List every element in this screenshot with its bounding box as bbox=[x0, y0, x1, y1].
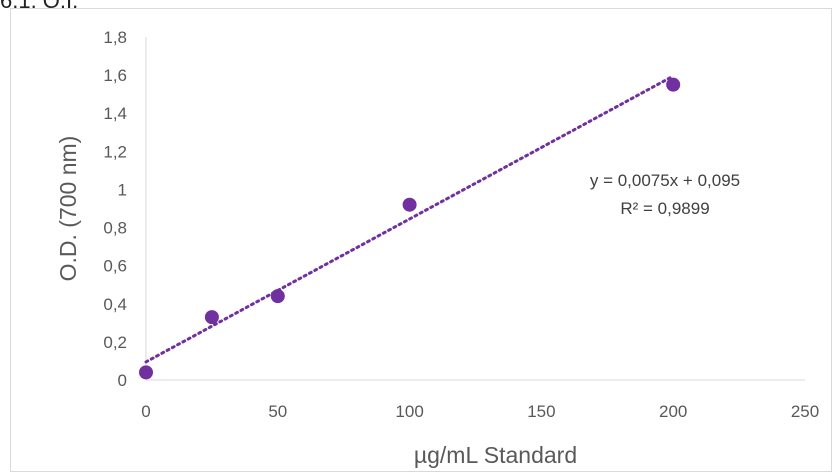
data-point bbox=[666, 77, 681, 92]
r-squared-label: R² = 0,9899 bbox=[620, 199, 709, 218]
y-tick-labels: 0 0,2 0,4 0,6 0,8 1 1,2 1,4 1,6 1,8 bbox=[103, 28, 127, 390]
x-axis-title: µg/mL Standard bbox=[414, 442, 577, 468]
x-tick-label: 100 bbox=[395, 402, 423, 421]
x-tick-label: 50 bbox=[268, 402, 287, 421]
data-points bbox=[139, 77, 681, 380]
y-axis-title: O.D. (700 nm) bbox=[55, 136, 81, 282]
chart-area bbox=[10, 8, 832, 472]
data-point bbox=[402, 197, 417, 212]
y-tick-label: 0,2 bbox=[103, 333, 127, 352]
y-tick-label: 1,2 bbox=[103, 142, 127, 161]
y-tick-label: 0,6 bbox=[103, 257, 127, 276]
x-tick-label: 0 bbox=[141, 402, 150, 421]
y-tick-label: 1,6 bbox=[103, 66, 127, 85]
trendline-equation: y = 0,0075x + 0,095 bbox=[590, 171, 740, 190]
data-point bbox=[204, 310, 219, 325]
y-tick-label: 1,8 bbox=[103, 28, 127, 47]
data-point bbox=[270, 289, 285, 304]
x-tick-label: 150 bbox=[527, 402, 555, 421]
x-tick-label: 200 bbox=[659, 402, 687, 421]
y-tick-label: 0 bbox=[118, 371, 127, 390]
data-point bbox=[139, 365, 153, 380]
y-tick-label: 0,4 bbox=[103, 295, 127, 314]
y-tick-label: 1,4 bbox=[103, 104, 127, 123]
trendline bbox=[144, 74, 675, 364]
x-tick-label: 250 bbox=[791, 402, 819, 421]
x-tick-labels: 0 50 100 150 200 250 bbox=[141, 402, 819, 421]
y-tick-label: 1 bbox=[118, 180, 127, 199]
y-tick-label: 0,8 bbox=[103, 219, 127, 238]
